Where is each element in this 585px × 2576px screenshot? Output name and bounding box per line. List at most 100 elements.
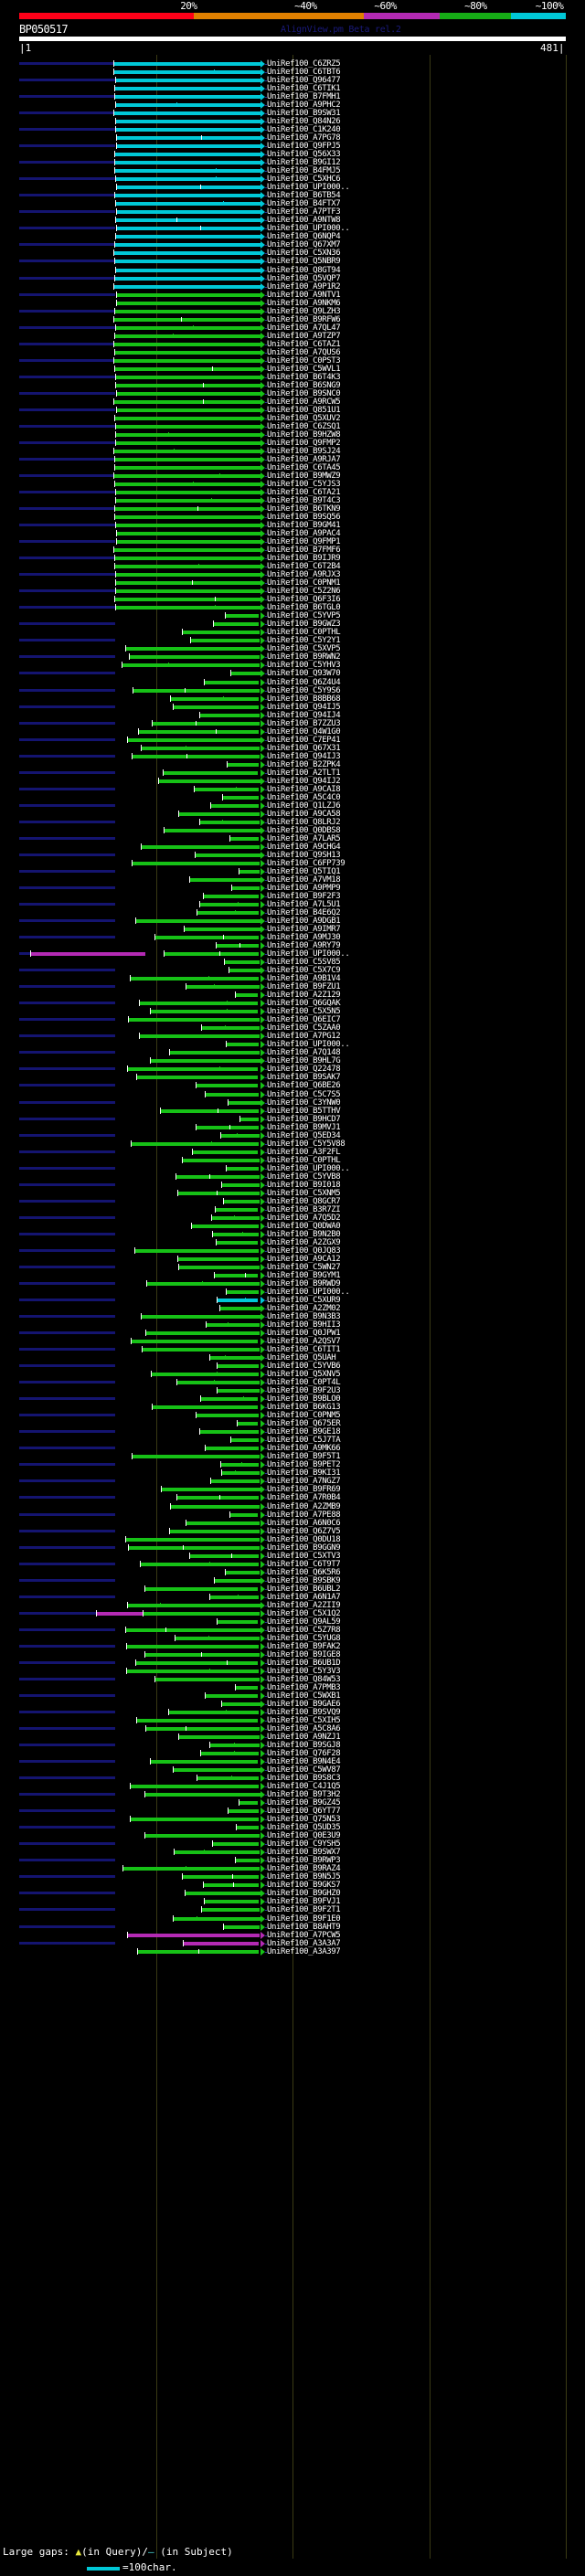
alignment-row[interactable]: UniRef100_Q6BE26	[0, 1082, 585, 1090]
alignment-row[interactable]: UniRef100_UPI000..	[0, 1164, 585, 1173]
hit-accession-label[interactable]: UniRef100_Q0E3U9	[267, 1831, 341, 1841]
alignment-row[interactable]: UniRef100_A7QUS6	[0, 348, 585, 357]
hsp-bar[interactable]	[113, 317, 261, 322]
hit-accession-label[interactable]: UniRef100_Q6NQP4	[267, 232, 341, 242]
hsp-bar[interactable]	[220, 1133, 261, 1138]
hit-accession-label[interactable]: UniRef100_C5YUG8	[267, 1633, 341, 1643]
hit-accession-label[interactable]: UniRef100_C6TIK1	[267, 84, 341, 94]
hsp-bar[interactable]	[115, 589, 261, 594]
hit-accession-label[interactable]: UniRef100_B9RWP3	[267, 1856, 341, 1866]
hit-accession-label[interactable]: UniRef100_Q9FMP2	[267, 438, 341, 448]
hit-accession-label[interactable]: UniRef100_B9BLO0	[267, 1394, 341, 1405]
hit-accession-label[interactable]: UniRef100_B9GM41	[267, 521, 341, 531]
hsp-bar[interactable]	[172, 705, 259, 709]
alignment-row[interactable]: UniRef100_B6T4K3	[0, 373, 585, 382]
hit-accession-label[interactable]: UniRef100_C1K240	[267, 125, 341, 135]
hsp-bar[interactable]	[140, 844, 260, 849]
hit-accession-label[interactable]: UniRef100_C5XVP5	[267, 644, 341, 654]
alignment-row[interactable]: UniRef100_A7PMB3	[0, 1683, 585, 1692]
hit-accession-label[interactable]: UniRef100_Q6EIC7	[267, 1015, 341, 1025]
alignment-row[interactable]: UniRef100_Q0DU18	[0, 1535, 585, 1544]
alignment-row[interactable]: UniRef100_A2ZMB9	[0, 1502, 585, 1511]
hit-accession-label[interactable]: UniRef100_Q96477	[267, 76, 341, 86]
alignment-row[interactable]: UniRef100_B7ZZU3	[0, 719, 585, 728]
hsp-bar[interactable]	[221, 1182, 260, 1187]
hit-accession-label[interactable]: UniRef100_B9N5J5	[267, 1872, 341, 1882]
hit-accession-label[interactable]: UniRef100_B9F2T1	[267, 1905, 341, 1915]
hit-accession-label[interactable]: UniRef100_C6T9T7	[267, 1559, 341, 1569]
alignment-row[interactable]: UniRef100_Q5UAH	[0, 1354, 585, 1362]
hsp-bar[interactable]	[209, 1595, 260, 1599]
hit-accession-label[interactable]: UniRef100_Q675ER	[267, 1419, 341, 1429]
hsp-bar[interactable]	[203, 680, 259, 684]
hit-accession-label[interactable]: UniRef100_UPI000..	[267, 949, 350, 959]
hit-accession-label[interactable]: UniRef100_A9PMP9	[267, 884, 341, 893]
hit-accession-label[interactable]: UniRef100_Q22478	[267, 1065, 341, 1075]
hsp-bar[interactable]	[115, 186, 261, 190]
hit-accession-label[interactable]: UniRef100_B9HII3	[267, 1320, 341, 1330]
hsp-bar[interactable]	[176, 1381, 260, 1385]
hsp-bar[interactable]	[135, 1719, 259, 1723]
hit-accession-label[interactable]: UniRef100_B9GZ45	[267, 1798, 341, 1808]
alignment-row[interactable]: UniRef100_C5WVL1	[0, 365, 585, 374]
alignment-row[interactable]: UniRef100_C5YUG8	[0, 1633, 585, 1643]
hit-accession-label[interactable]: UniRef100_B9HCD7	[267, 1114, 341, 1124]
hsp-bar[interactable]	[176, 1256, 260, 1261]
alignment-row[interactable]: UniRef100_B9S8C3	[0, 1775, 585, 1783]
hsp-bar[interactable]	[113, 153, 261, 157]
hit-accession-label[interactable]: UniRef100_C0PST3	[267, 355, 341, 366]
alignment-row[interactable]: UniRef100_A9RJA7	[0, 455, 585, 464]
hsp-bar[interactable]	[114, 202, 261, 207]
alignment-row[interactable]: UniRef100_B9F2T1	[0, 1906, 585, 1914]
alignment-row[interactable]: UniRef100_C5XHC6	[0, 175, 585, 184]
hit-accession-label[interactable]: UniRef100_Q8LRJ2	[267, 817, 341, 827]
hit-accession-label[interactable]: UniRef100_B9RFW6	[267, 314, 341, 324]
alignment-row[interactable]: UniRef100_Q5VQP7	[0, 274, 585, 283]
hit-accession-label[interactable]: UniRef100_Q5XUV2	[267, 413, 341, 423]
hsp-bar[interactable]	[235, 1826, 259, 1830]
alignment-row[interactable]: UniRef100_A5C4C0	[0, 793, 585, 802]
alignment-row[interactable]: UniRef100_B9KI31	[0, 1469, 585, 1478]
hsp-bar[interactable]	[113, 161, 261, 165]
alignment-row[interactable]: UniRef100_UPI000..	[0, 1041, 585, 1049]
hit-accession-label[interactable]: UniRef100_A7QL47	[267, 323, 341, 333]
alignment-row[interactable]: UniRef100_B9GKS7	[0, 1882, 585, 1890]
hsp-bar[interactable]	[129, 655, 261, 660]
hit-accession-label[interactable]: UniRef100_B9GAE6	[267, 1699, 341, 1709]
hit-accession-label[interactable]: UniRef100_C5X7C9	[267, 966, 341, 976]
hsp-bar[interactable]	[211, 1842, 259, 1847]
alignment-row[interactable]: UniRef100_Q93W70	[0, 670, 585, 678]
alignment-row[interactable]: UniRef100_C5J7TA	[0, 1436, 585, 1445]
hsp-bar[interactable]	[158, 779, 261, 783]
hit-accession-label[interactable]: UniRef100_B9SAK7	[267, 1073, 341, 1083]
hsp-bar[interactable]	[132, 754, 260, 758]
alignment-row[interactable]: UniRef100_A7PG78	[0, 134, 585, 143]
hsp-bar[interactable]	[115, 136, 261, 141]
alignment-row[interactable]: UniRef100_A9NZJ1	[0, 1733, 585, 1742]
alignment-row[interactable]: UniRef100_Q6F3I6	[0, 596, 585, 604]
hsp-bar[interactable]	[115, 227, 261, 231]
hsp-bar[interactable]	[225, 614, 260, 619]
alignment-row[interactable]: UniRef100_C5XTV3	[0, 1552, 585, 1561]
alignment-row[interactable]: UniRef100_C5XUR9	[0, 1297, 585, 1305]
hsp-bar[interactable]	[114, 169, 261, 174]
hit-accession-label[interactable]: UniRef100_B9F1E0	[267, 1913, 341, 1924]
alignment-row[interactable]: UniRef100_B8AHT9	[0, 1923, 585, 1932]
hit-accession-label[interactable]: UniRef100_C5Y2Y1	[267, 636, 341, 646]
hsp-bar[interactable]	[199, 820, 261, 824]
alignment-row[interactable]: UniRef100_C6TA45	[0, 463, 585, 472]
hsp-bar[interactable]	[114, 309, 261, 313]
hit-accession-label[interactable]: UniRef100_Q0DWA0	[267, 1221, 341, 1231]
alignment-row[interactable]: UniRef100_Q9AL59	[0, 1617, 585, 1627]
hsp-bar[interactable]	[115, 301, 261, 305]
hsp-bar[interactable]	[114, 235, 261, 239]
alignment-row[interactable]: UniRef100_A2TLT1	[0, 769, 585, 778]
hit-accession-label[interactable]: UniRef100_Q6GQAK	[267, 999, 341, 1009]
alignment-row[interactable]: UniRef100_B6TB54	[0, 192, 585, 200]
hsp-bar[interactable]	[231, 886, 260, 890]
hsp-bar[interactable]	[114, 424, 261, 429]
hsp-bar[interactable]	[221, 795, 259, 800]
alignment-row[interactable]: UniRef100_B9GI12	[0, 159, 585, 167]
hsp-bar[interactable]	[205, 1693, 259, 1698]
alignment-row[interactable]: UniRef100_Q0DWA0	[0, 1221, 585, 1231]
